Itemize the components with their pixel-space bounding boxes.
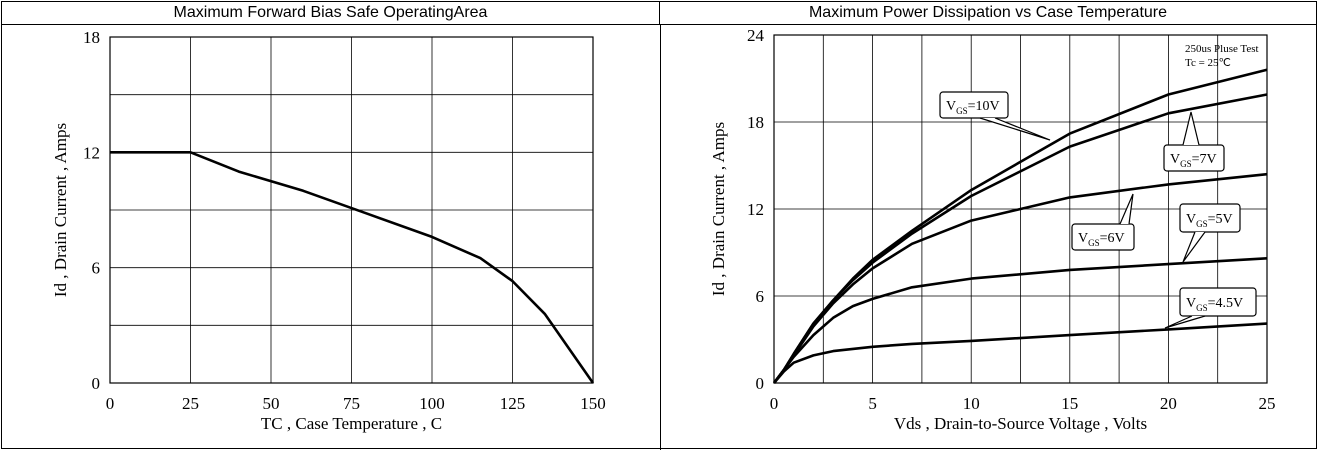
callout-label: VGS=4.5V bbox=[1186, 296, 1243, 313]
callout-label: VGS=10V bbox=[946, 99, 1000, 116]
callout-6v: VGS=6V bbox=[1071, 193, 1135, 251]
right-chart-title: Maximum Power Dissipation vs Case Temper… bbox=[808, 4, 1168, 21]
callout-box bbox=[1179, 203, 1241, 233]
x-tick-label: 25 bbox=[182, 394, 199, 413]
x-tick-label: 0 bbox=[106, 394, 115, 413]
plot-frame bbox=[109, 36, 594, 384]
panel-divider bbox=[660, 24, 661, 450]
x-tick-label: 50 bbox=[263, 394, 280, 413]
callout-label: VGS=6V bbox=[1078, 231, 1125, 248]
x-tick-label: 150 bbox=[580, 394, 606, 413]
x-tick-label: 20 bbox=[1160, 394, 1177, 413]
x-tick-label: 125 bbox=[500, 394, 526, 413]
y-tick-label: 6 bbox=[92, 259, 101, 278]
callout-5v: VGS=5V bbox=[1179, 203, 1241, 263]
callout-4.5v: VGS=4.5V bbox=[1164, 287, 1257, 329]
series-line-vgs-4.5v bbox=[773, 322, 1268, 384]
y-tick-label: 18 bbox=[83, 28, 100, 47]
x-tick-label: 0 bbox=[770, 394, 779, 413]
y-tick-label: 24 bbox=[747, 26, 765, 45]
y-tick-label: 12 bbox=[83, 143, 100, 162]
callout-10v: VGS=10V bbox=[939, 91, 1051, 141]
chart-2: 0 5 10 15 20 25 0 6 12 18 24 Vds , Drain-to-Source … bbox=[709, 26, 1276, 433]
callout-box bbox=[1179, 287, 1257, 317]
callout-label: VGS=7V bbox=[1170, 152, 1217, 169]
chart-1: 0 25 50 75 100 125 150 0 6 12 18 TC , Case Temperat… bbox=[51, 28, 606, 433]
y-tick-label: 6 bbox=[756, 287, 765, 306]
y-tick-label: 0 bbox=[92, 374, 101, 393]
test-condition-note: 250us Pluse Test bbox=[1185, 43, 1259, 55]
y-axis-label: Id , Drain Current , Amps bbox=[51, 123, 70, 297]
x-tick-label: 100 bbox=[419, 394, 445, 413]
x-tick-label: 10 bbox=[963, 394, 980, 413]
callout-pointer bbox=[979, 117, 1051, 141]
left-chart-title: Maximum Forward Bias Safe OperatingArea bbox=[2, 2, 660, 24]
y-tick-label: 12 bbox=[747, 200, 764, 219]
case-temperature-note: Tc = 25℃ bbox=[1185, 57, 1231, 69]
callout-pointer bbox=[1164, 315, 1206, 329]
series-line bbox=[110, 151, 595, 384]
callout-7v: VGS=7V bbox=[1163, 111, 1225, 172]
callout-pointer bbox=[1182, 111, 1200, 146]
x-tick-label: 75 bbox=[343, 394, 360, 413]
callout-pointer bbox=[1182, 231, 1206, 263]
x-axis-label: Vds , Drain-to-Source Voltage , Volts bbox=[894, 414, 1147, 433]
x-axis-label: TC , Case Temperature , C bbox=[261, 414, 442, 433]
header-row: Maximum Forward Bias Safe OperatingArea … bbox=[2, 2, 1316, 25]
x-tick-label: 5 bbox=[868, 394, 877, 413]
callout-box bbox=[1071, 223, 1135, 251]
callout-box bbox=[939, 91, 1009, 119]
plot-frame bbox=[773, 34, 1268, 384]
y-tick-label: 0 bbox=[756, 374, 765, 393]
series-line-vgs-5v bbox=[772, 257, 1268, 384]
y-axis-label: Id , Drain Current , Amps bbox=[709, 122, 728, 296]
x-tick-label: 25 bbox=[1259, 394, 1276, 413]
x-tick-label: 15 bbox=[1061, 394, 1078, 413]
callout-pointer bbox=[1119, 193, 1134, 225]
y-tick-label: 18 bbox=[747, 113, 764, 132]
callout-label: VGS=5V bbox=[1186, 212, 1233, 229]
